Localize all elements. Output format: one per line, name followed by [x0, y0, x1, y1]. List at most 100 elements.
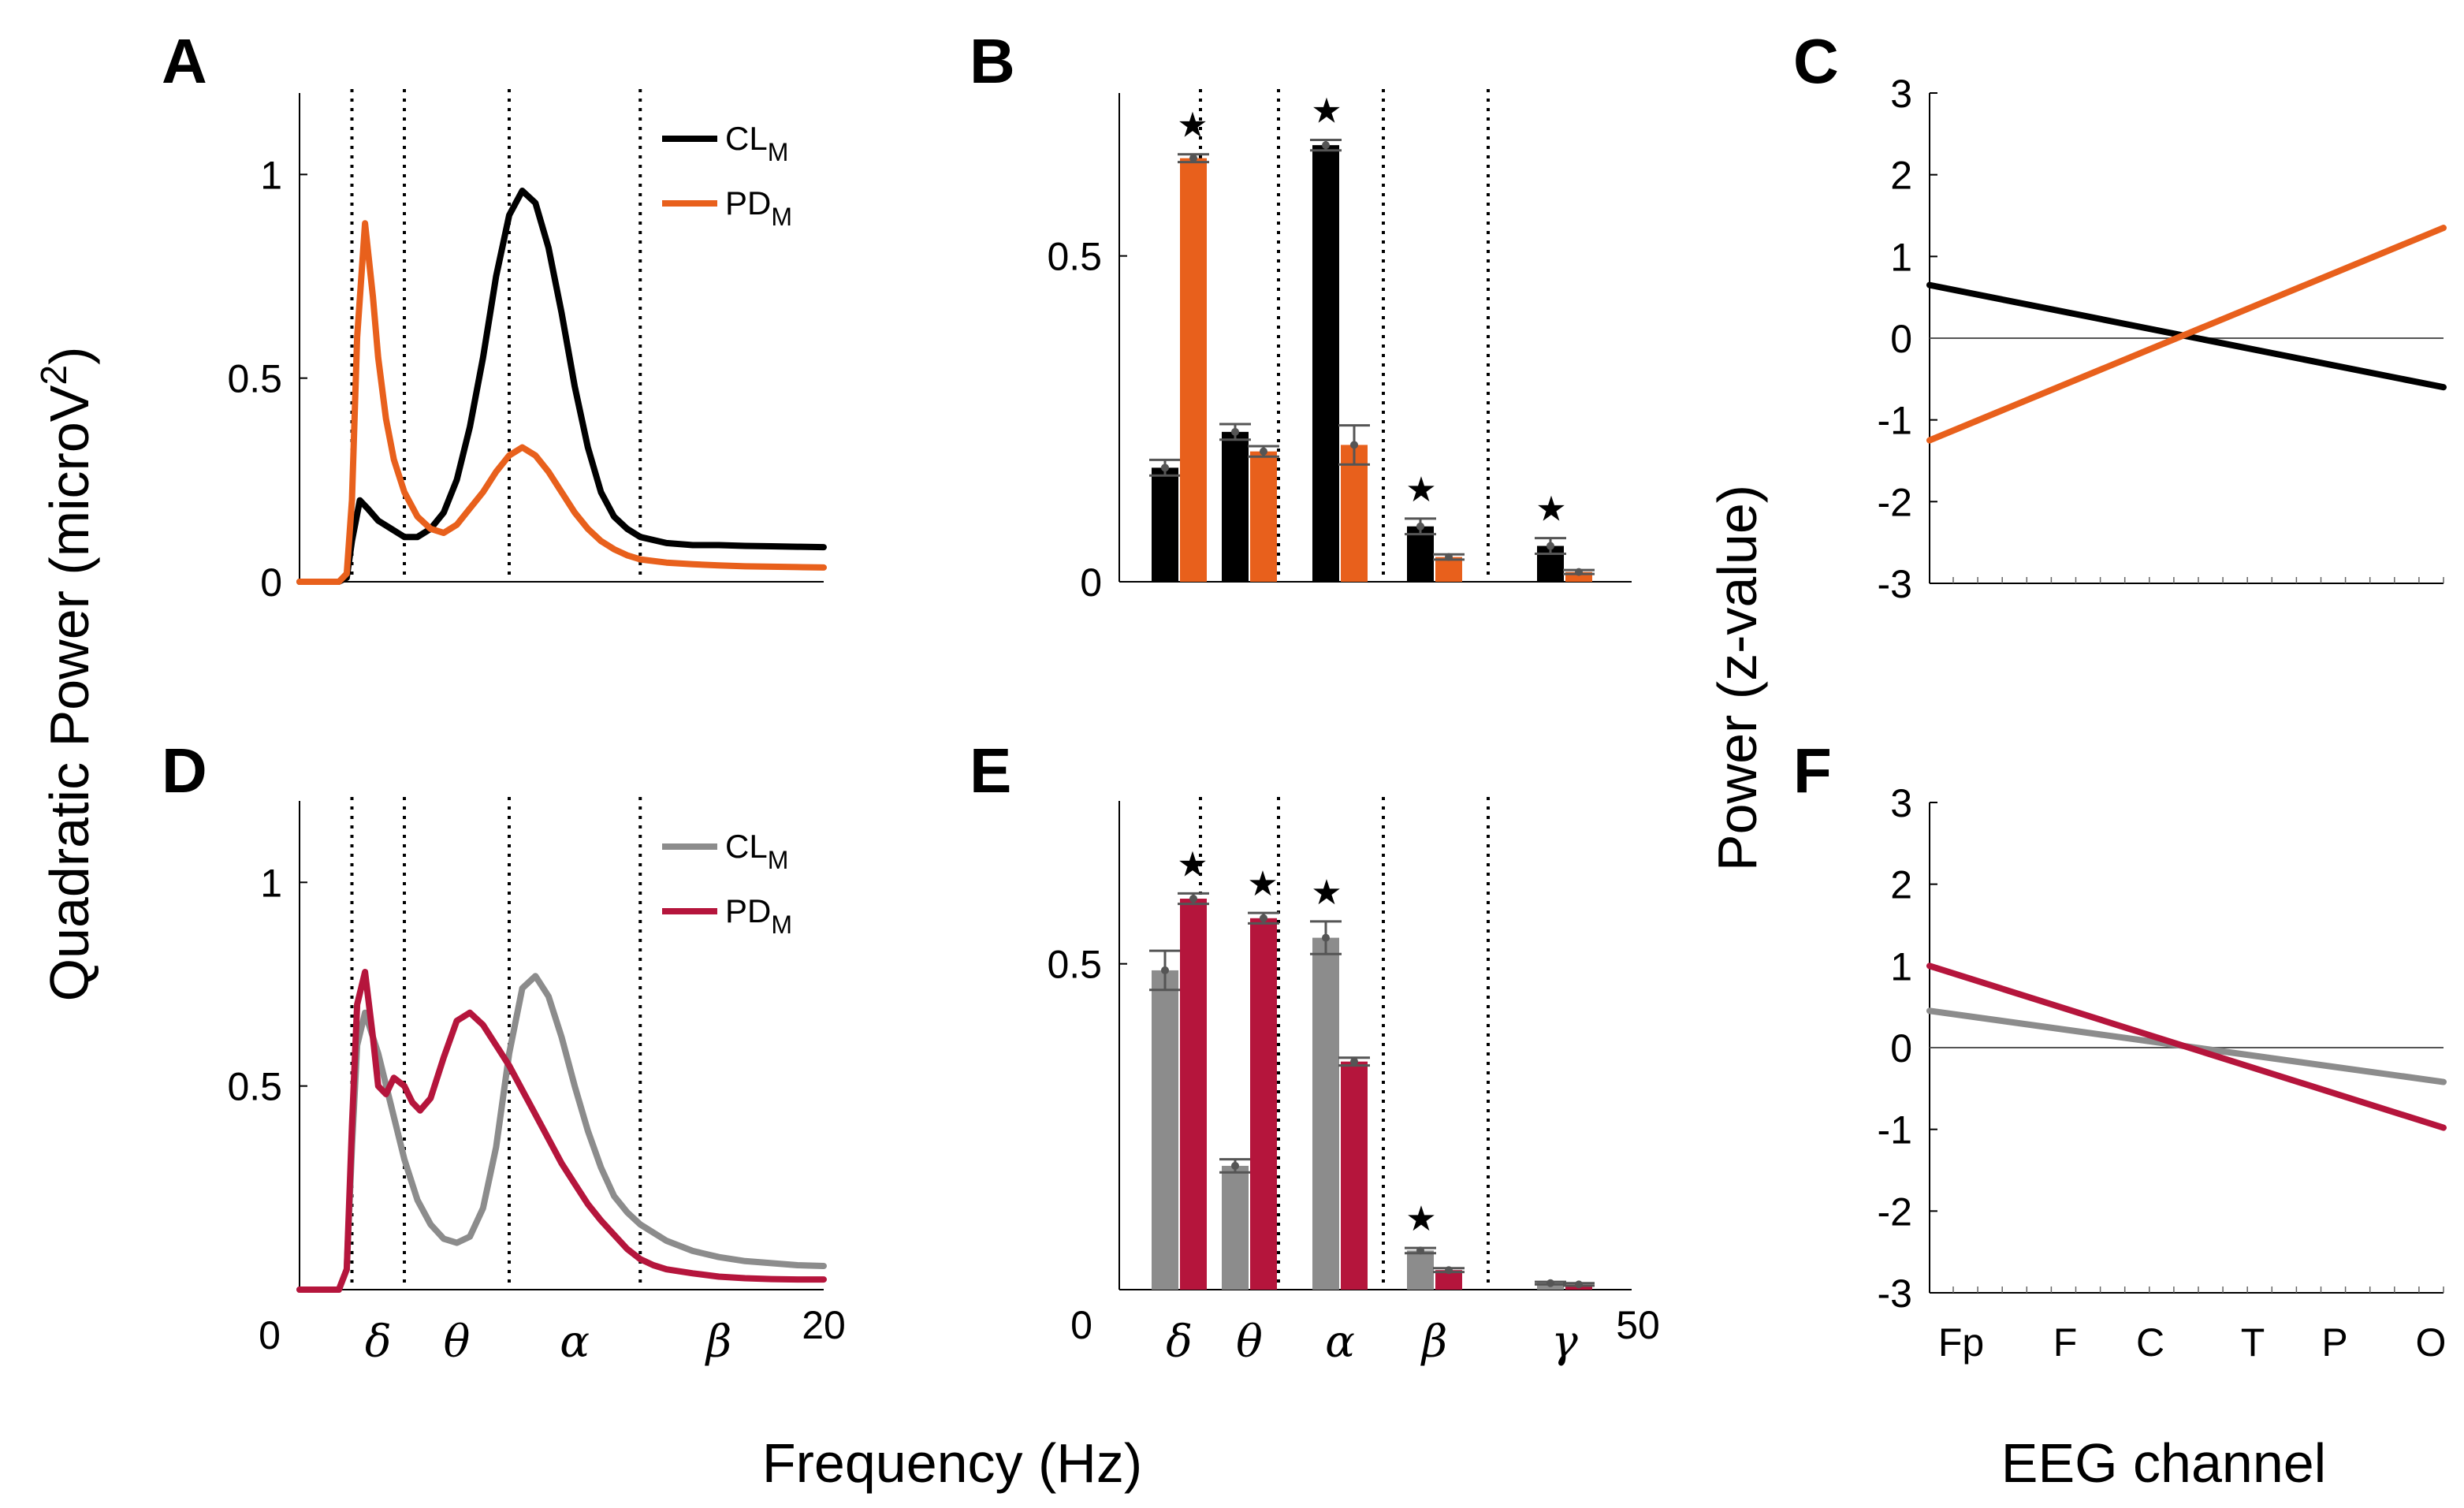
bar-mean-marker	[1189, 154, 1197, 162]
bar-mean-marker	[1231, 1161, 1239, 1170]
bar-cl-m	[1152, 467, 1178, 582]
y-tick-label: 2	[1890, 863, 1912, 907]
bar-mean-marker	[1260, 447, 1267, 456]
band-label: γ	[1551, 1316, 1578, 1368]
y-tick-label: 0.5	[1047, 235, 1102, 279]
series-line-pd-m	[296, 220, 827, 585]
bar-mean-marker	[1416, 1246, 1424, 1255]
bar-pd-m	[1435, 557, 1462, 582]
bar-mean-marker	[1189, 895, 1197, 903]
series-line-pd-m	[296, 969, 827, 1293]
y-tick-label: 0	[1080, 560, 1102, 605]
y-tick-label: 3	[1890, 781, 1912, 825]
y-tick-label: 0.5	[1047, 943, 1102, 987]
bar-mean-marker	[1161, 464, 1169, 472]
y-tick-label: -2	[1878, 480, 1912, 524]
band-label: α	[1325, 1316, 1355, 1368]
bar-pd-m	[1250, 918, 1277, 1290]
bar-mean-marker	[1575, 1280, 1583, 1289]
significance-star: ★	[1247, 865, 1278, 903]
y-tick-label: 1	[260, 153, 282, 197]
band-label: δ	[1166, 1316, 1193, 1368]
band-label: β	[705, 1316, 731, 1368]
bar-cl-m	[1312, 145, 1339, 583]
x-tick-label: 0	[1070, 1303, 1092, 1347]
panel-letter-c: C	[1793, 26, 1839, 96]
bar-pd-m	[1250, 451, 1277, 582]
bar-pd-m	[1180, 158, 1207, 582]
band-label: δ	[365, 1316, 392, 1368]
panel-e-band-bars: E 0.5 ★ ★ ★ ★ 0 50 δ θ α β γ	[970, 735, 1660, 1368]
bar-cl-m	[1222, 1165, 1249, 1290]
x-tick-label: F	[2053, 1320, 2078, 1365]
significance-star: ★	[1405, 1200, 1436, 1238]
x-tick-label: O	[2416, 1320, 2447, 1365]
series-line-cl-m	[296, 188, 827, 585]
band-label: θ	[1236, 1316, 1263, 1368]
panel-letter-d: D	[162, 735, 207, 806]
y-tick-label: -2	[1878, 1190, 1912, 1234]
bar-mean-marker	[1322, 933, 1330, 942]
y-axis-label-quadratic-power: Quadratic Power (microV2)	[33, 347, 100, 1002]
bar-cl-m	[1407, 526, 1434, 582]
bar-mean-marker	[1161, 966, 1169, 974]
panel-letter-a: A	[162, 26, 207, 96]
y-tick-label: 0.5	[227, 357, 282, 401]
legend-label: CLM	[725, 828, 788, 874]
x-tick-label: P	[2321, 1320, 2347, 1365]
significance-star: ★	[1311, 92, 1342, 131]
band-label: α	[560, 1316, 590, 1368]
band-label: θ	[444, 1316, 471, 1368]
legend-label: PDM	[725, 184, 792, 231]
bar-pd-m	[1180, 899, 1207, 1290]
series-line-pd-m	[1926, 225, 2447, 444]
bar-cl-m	[1152, 970, 1178, 1290]
significance-star: ★	[1177, 106, 1208, 145]
x-axis-label-frequency: Frequency (Hz)	[762, 1432, 1142, 1494]
bar-mean-marker	[1547, 542, 1554, 550]
x-tick-label: 50	[1616, 1303, 1660, 1347]
x-tick-label: C	[2136, 1320, 2164, 1365]
bar-mean-marker	[1350, 441, 1358, 449]
y-tick-label: -1	[1878, 1108, 1912, 1152]
bar-pd-m	[1341, 445, 1368, 582]
significance-star: ★	[1177, 845, 1208, 884]
y-tick-label: 1	[1890, 944, 1912, 989]
legend-label: CLM	[725, 120, 788, 166]
y-tick-label: 0.5	[227, 1065, 282, 1109]
panel-a-spectrum: A 0 0.5 1 CLM PDM	[162, 26, 827, 605]
panel-d-spectrum: D 0.5 1 CLM PDM 0 20 δ θ α β	[162, 735, 846, 1368]
bar-cl-m	[1312, 937, 1339, 1290]
x-tick-label: T	[2241, 1320, 2265, 1365]
y-tick-label: 2	[1890, 154, 1912, 198]
y-tick-label: -3	[1878, 1272, 1912, 1316]
bar-cl-m	[1222, 431, 1249, 582]
bar-mean-marker	[1547, 1279, 1554, 1287]
series-line-cl-m	[296, 973, 827, 1293]
bar-mean-marker	[1322, 141, 1330, 150]
y-tick-label: -3	[1878, 562, 1912, 606]
panel-f-topography: F -3 -2 -1 0 1 2 3 Fp F C T P O	[1793, 735, 2447, 1365]
bar-mean-marker	[1445, 553, 1453, 561]
y-tick-label: -1	[1878, 399, 1912, 443]
legend-label: PDM	[725, 892, 792, 939]
y-tick-label: 0	[260, 560, 282, 605]
y-tick-label: 0	[1890, 1026, 1912, 1070]
bar-mean-marker	[1445, 1266, 1453, 1275]
band-label: β	[1420, 1316, 1447, 1368]
x-tick-label: 20	[802, 1303, 846, 1347]
y-axis-label-power-z: Power (z-value)	[1707, 485, 1768, 871]
x-tick-label: Fp	[1938, 1320, 1984, 1365]
bar-mean-marker	[1231, 427, 1239, 436]
panel-letter-b: B	[970, 26, 1015, 96]
panel-letter-f: F	[1793, 735, 1832, 806]
y-tick-label: 1	[1890, 235, 1912, 279]
series-line-pd-m	[1926, 963, 2447, 1131]
significance-star: ★	[1535, 490, 1566, 529]
significance-star: ★	[1311, 873, 1342, 912]
y-tick-label: 3	[1890, 72, 1912, 116]
y-tick-label: 1	[260, 861, 282, 905]
bar-pd-m	[1341, 1061, 1368, 1290]
bar-cl-m	[1407, 1250, 1434, 1290]
